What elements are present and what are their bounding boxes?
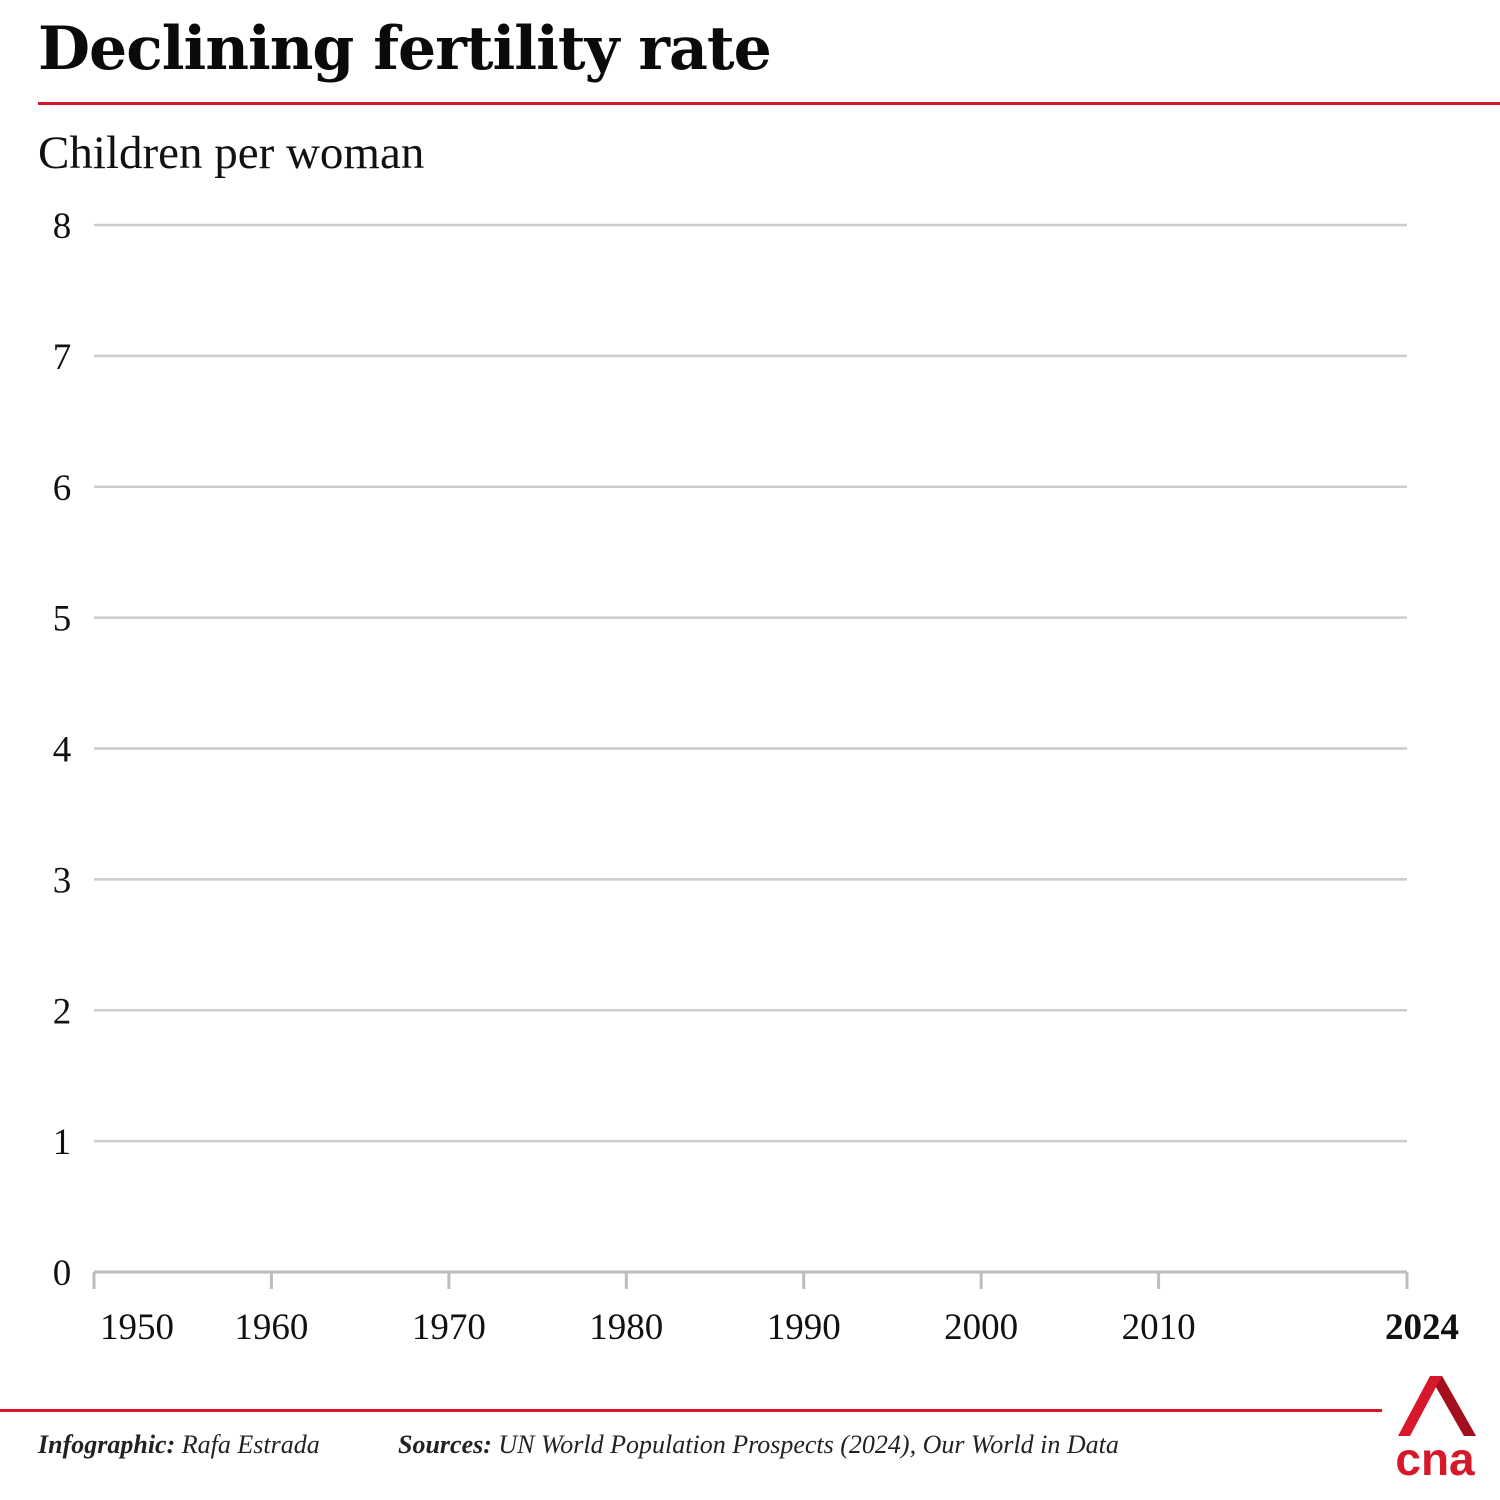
sources-line: Sources: UN World Population Prospects (… [398,1430,1119,1460]
y-tick-label-3: 3 [53,860,72,901]
y-tick-label-7: 7 [53,337,72,378]
y-tick-label-4: 4 [53,730,72,771]
x-tick-label-2000: 2000 [944,1307,1018,1348]
x-tick-label-2024: 2024 [1385,1307,1459,1348]
x-tick-label-1960: 1960 [234,1307,308,1348]
y-tick-label-5: 5 [53,599,72,640]
credit-value: Rafa Estrada [175,1430,320,1459]
y-axis-label: Children per woman [38,127,425,179]
x-tick-label-1950: 1950 [100,1307,174,1348]
y-tick-label-1: 1 [53,1122,72,1163]
y-tick-label-2: 2 [53,991,72,1032]
sources-value: UN World Population Prospects (2024), Ou… [491,1430,1119,1459]
footer-divider [0,1409,1382,1412]
y-tick-label-0: 0 [53,1253,72,1294]
y-tick-label-8: 8 [53,206,72,247]
credit-line: Infographic: Rafa Estrada [38,1430,320,1460]
chart-area: 0 1 2 3 4 5 6 7 8 1950 1960 1970 1980 1990 2000 2010 202… [53,206,1459,1348]
title-divider [38,102,1500,105]
x-tick-label-1980: 1980 [589,1307,663,1348]
x-tick-label-2010: 2010 [1122,1307,1196,1348]
y-tick-label-6: 6 [53,468,72,509]
sources-label: Sources: [398,1430,492,1459]
credit-label: Infographic: [38,1430,176,1459]
logo-text: cna [1395,1433,1475,1484]
x-tick-label-1990: 1990 [767,1307,841,1348]
cna-logo-icon: cna [1395,1376,1476,1484]
chart-title: Declining fertility rate [38,14,772,84]
x-tick-label-1970: 1970 [412,1307,486,1348]
